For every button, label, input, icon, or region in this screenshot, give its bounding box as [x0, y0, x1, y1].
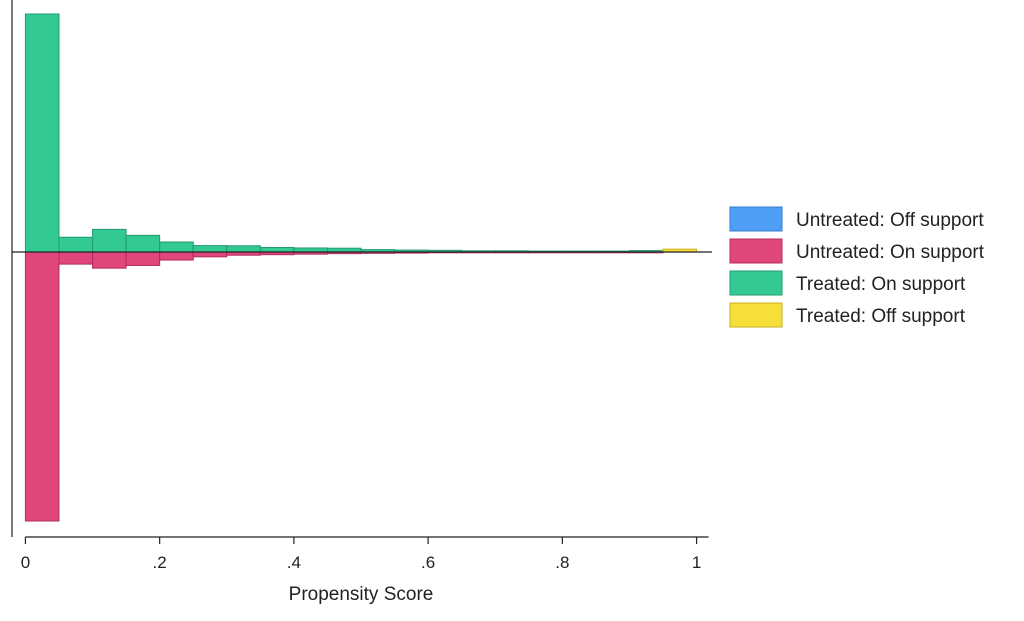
bar-untreated-on-support-4: [159, 251, 194, 261]
treated-bars-group: [24, 13, 698, 253]
bar-treated-on-support-3: [125, 234, 161, 253]
x-axis-title: Propensity Score: [289, 584, 434, 605]
bar-treated-on-support-6: [226, 245, 261, 253]
x-tick-label-4: .8: [555, 553, 569, 572]
bar-untreated-on-support-3: [125, 251, 161, 266]
bar-treated-on-support-4: [159, 241, 194, 253]
legend-swatch-untreated-on-support: [729, 238, 783, 264]
x-tick-label-2: .4: [287, 553, 301, 572]
legend-swatch-treated-off-support: [729, 302, 783, 328]
legend-label-treated-on-support: Treated: On support: [796, 274, 966, 295]
bar-treated-on-support-5: [192, 245, 228, 253]
x-axis-ticks: 0 .2 .4 .6 .8 1: [21, 537, 701, 572]
bar-treated-on-support-8: [293, 247, 328, 253]
bar-untreated-on-support-2: [92, 251, 127, 269]
x-tick-label-1: .2: [153, 553, 167, 572]
legend: Untreated: Off support Untreated: On supp…: [729, 206, 985, 328]
legend-label-treated-off-support: Treated: Off support: [796, 306, 966, 327]
bar-treated-on-support-1: [58, 236, 94, 253]
untreated-bars-group: [24, 251, 664, 522]
legend-label-untreated-off-support: Untreated: Off support: [796, 210, 984, 231]
legend-swatch-treated-on-support: [729, 270, 783, 296]
x-tick-label-5: 1: [692, 553, 701, 572]
x-tick-label-3: .6: [421, 553, 435, 572]
bar-treated-on-support-0: [24, 13, 60, 253]
legend-label-untreated-on-support: Untreated: On support: [796, 242, 985, 263]
bar-treated-on-support-2: [92, 228, 127, 253]
bar-treated-on-support-7: [259, 246, 295, 253]
bar-untreated-on-support-0: [24, 251, 60, 522]
bar-untreated-on-support-1: [58, 251, 94, 265]
legend-swatch-untreated-off-support: [729, 206, 783, 232]
x-tick-label-0: 0: [21, 553, 30, 572]
bar-untreated-on-support-5: [192, 251, 228, 258]
